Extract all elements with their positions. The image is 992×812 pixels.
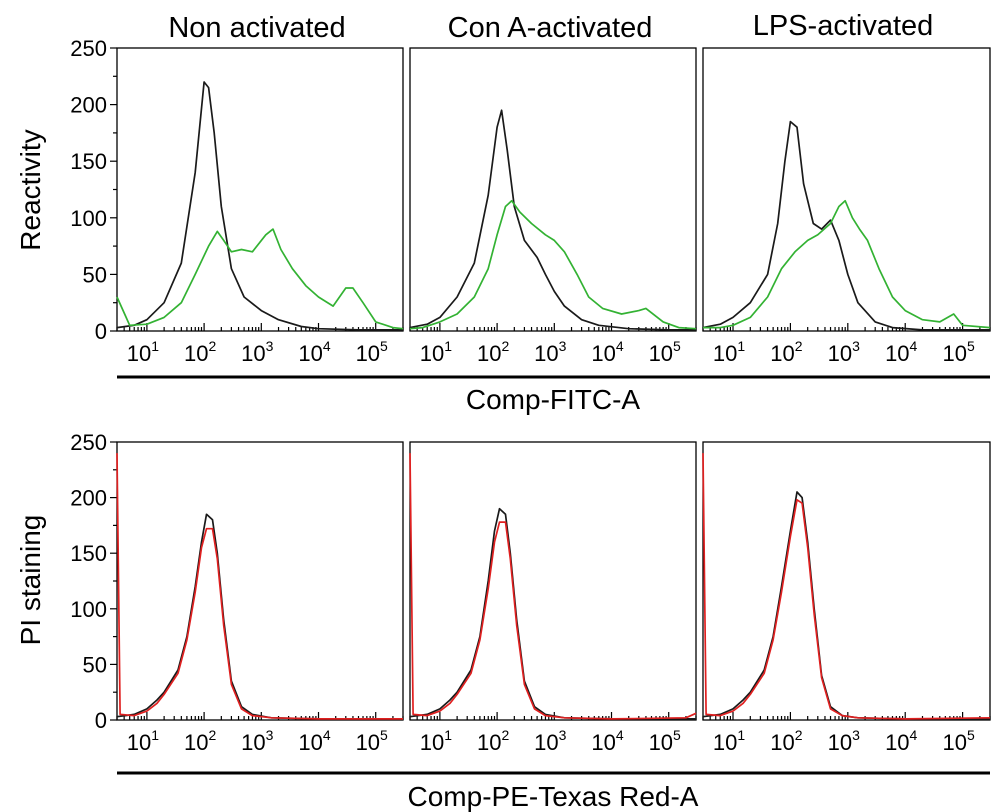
y-tick-label: 150 xyxy=(70,541,107,566)
panel-6: 101 102 103 104 105 xyxy=(702,441,991,755)
panel-5: 101 102 103 104 105 xyxy=(409,441,697,755)
y-tick-label: 50 xyxy=(83,652,107,677)
y-tick-label: 100 xyxy=(70,597,107,622)
x-tick-label: 103 xyxy=(828,338,860,366)
series-line-2 xyxy=(116,453,403,720)
x-tick-label: 104 xyxy=(591,338,623,366)
plot-frame xyxy=(116,441,404,721)
y-tick-label: 0 xyxy=(95,708,107,733)
x-tick-label: 101 xyxy=(420,727,452,755)
series-line-2 xyxy=(409,453,697,720)
x-tick-label: 102 xyxy=(184,338,216,366)
y-tick-label: 250 xyxy=(70,430,107,455)
x-tick-label: 102 xyxy=(477,727,509,755)
panel-4: 101 102 103 104 105 0 50 100 150 200 250 xyxy=(70,430,404,755)
x-tick-label: 104 xyxy=(298,727,330,755)
x-tick-label: 101 xyxy=(420,338,452,366)
y-tick-label: 150 xyxy=(70,149,107,174)
x-tick-label: 101 xyxy=(127,727,159,755)
series-line-2 xyxy=(116,228,404,330)
x-tick-label: 105 xyxy=(356,338,388,366)
x-tick-label: 105 xyxy=(649,338,681,366)
x-axis-label-top: Comp-FITC-A xyxy=(466,384,641,415)
series-line-1 xyxy=(116,81,403,331)
panel-2: 101 102 103 104 105 xyxy=(409,47,697,366)
y-tick-label: 250 xyxy=(70,36,107,61)
x-tick-label: 105 xyxy=(649,727,681,755)
series-line-1 xyxy=(702,120,990,331)
panel-title-con-a-activated: Con A-activated xyxy=(448,12,653,44)
x-tick-label: 103 xyxy=(241,727,273,755)
x-tick-label: 102 xyxy=(770,338,802,366)
panel-3: 101 102 103 104 105 xyxy=(702,47,991,366)
x-tick-label: 103 xyxy=(534,727,566,755)
series-line-1 xyxy=(409,109,696,331)
panel-1: 101 102 103 104 105 0 50 100 150 200 250 xyxy=(70,36,404,366)
plot-frame xyxy=(702,441,991,721)
x-tick-label: 101 xyxy=(127,338,159,366)
x-tick-label: 103 xyxy=(828,727,860,755)
plot-frame xyxy=(409,47,697,332)
x-tick-label: 101 xyxy=(713,727,745,755)
plot-frame xyxy=(409,441,697,721)
plot-frame xyxy=(116,47,404,332)
y-tick-label: 50 xyxy=(83,262,107,287)
x-tick-label: 104 xyxy=(885,338,917,366)
series-line-1 xyxy=(409,507,696,720)
x-tick-label: 102 xyxy=(184,727,216,755)
x-tick-label: 103 xyxy=(241,338,273,366)
x-tick-label: 104 xyxy=(885,727,917,755)
y-tick-label: 200 xyxy=(70,93,107,118)
x-tick-label: 105 xyxy=(942,727,974,755)
y-tick-label: 200 xyxy=(70,486,107,511)
x-tick-label: 101 xyxy=(713,338,745,366)
series-line-1 xyxy=(702,491,990,720)
y-tick-label: 0 xyxy=(95,319,107,344)
series-line-2 xyxy=(409,199,697,330)
y-tick-label: 100 xyxy=(70,206,107,231)
x-tick-label: 104 xyxy=(591,727,623,755)
plot-frame xyxy=(702,47,991,332)
series-line-1 xyxy=(116,513,403,720)
x-axis-label-bottom: Comp-PE-Texas Red-A xyxy=(408,781,699,812)
y-axis-label-top: Reactivity xyxy=(15,129,46,250)
y-axis-label-bottom: PI staining xyxy=(15,515,46,646)
panel-title-non-activated: Non activated xyxy=(168,12,345,44)
x-tick-label: 104 xyxy=(298,338,330,366)
series-line-2 xyxy=(702,453,991,720)
x-tick-label: 102 xyxy=(477,338,509,366)
panel-title-lps-activated: LPS-activated xyxy=(753,10,934,42)
x-tick-label: 105 xyxy=(942,338,974,366)
x-tick-label: 105 xyxy=(356,727,388,755)
x-tick-label: 103 xyxy=(534,338,566,366)
x-tick-label: 102 xyxy=(770,727,802,755)
series-line-2 xyxy=(703,199,991,329)
